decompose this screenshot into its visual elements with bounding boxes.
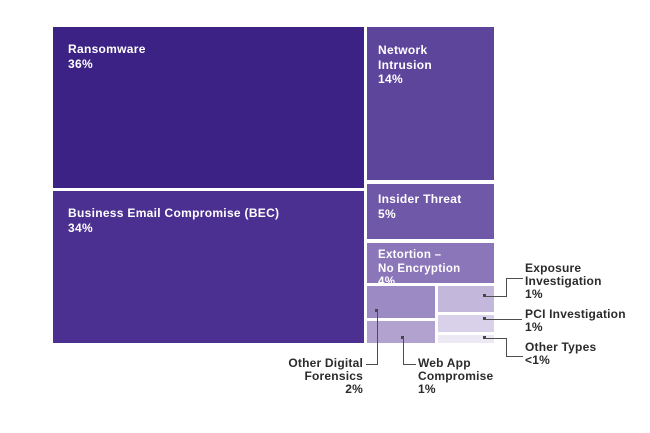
leader-line-pci-investigation — [485, 319, 522, 320]
leader-line-web-app-compromise — [403, 364, 416, 365]
treemap-cell-pci-investigation — [438, 315, 494, 332]
treemap-cell-bec: Business Email Compromise (BEC) 34% — [53, 191, 364, 343]
treemap-cell-ransomware: Ransomware 36% — [53, 27, 364, 188]
outside-label-pci-investigation: PCI Investigation 1% — [525, 307, 626, 334]
treemap-cell-exposure-investigation — [438, 286, 494, 312]
treemap-cell-network-intrusion: Network Intrusion 14% — [367, 27, 494, 180]
leader-dot-web-app-compromise — [401, 336, 404, 339]
outside-label-other-types: Other Types <1% — [525, 340, 597, 367]
treemap-cell-other-types — [438, 335, 494, 343]
leader-line-other-types — [506, 356, 523, 357]
cell-label-bec: Business Email Compromise (BEC) 34% — [68, 206, 280, 235]
cell-label-network-intrusion: Network Intrusion 14% — [378, 43, 433, 86]
leader-dot-pci-investigation — [483, 317, 486, 320]
leader-line-other-types — [485, 338, 506, 339]
cell-label-ransomware: Ransomware 36% — [68, 42, 146, 71]
leader-line-other-types — [506, 338, 507, 357]
treemap-cell-other-digital-forensics — [367, 286, 435, 318]
outside-label-exposure-investigation: Exposure Investigation 1% — [525, 261, 602, 301]
leader-dot-exposure-investigation — [483, 294, 486, 297]
treemap-cell-web-app-compromise — [367, 321, 435, 343]
leader-line-exposure-investigation — [506, 278, 507, 297]
leader-line-exposure-investigation — [506, 278, 523, 279]
leader-line-other-digital-forensics — [366, 364, 378, 365]
treemap-cell-insider-threat: Insider Threat 5% — [367, 184, 494, 239]
outside-label-other-digital-forensics: Other Digital Forensics 2% — [288, 356, 363, 396]
leader-dot-other-types — [483, 336, 486, 339]
outside-label-web-app-compromise: Web App Compromise 1% — [418, 356, 494, 396]
leader-dot-other-digital-forensics — [375, 309, 378, 312]
treemap-cell-extortion-no-encryption: Extortion – No Encryption 4% — [367, 243, 494, 288]
leader-line-other-digital-forensics — [377, 310, 378, 364]
cell-label-extortion: Extortion – No Encryption 4% — [378, 249, 461, 288]
leader-line-web-app-compromise — [403, 337, 404, 364]
leader-line-exposure-investigation — [485, 296, 506, 297]
cell-label-insider-threat: Insider Threat 5% — [378, 192, 462, 221]
